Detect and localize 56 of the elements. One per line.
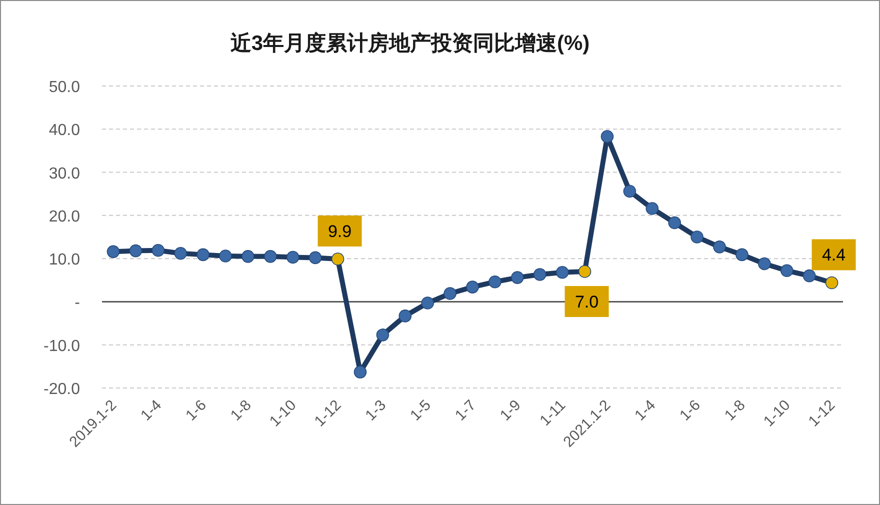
y-tick-label: 50.0 <box>48 79 80 96</box>
point <box>398 310 412 322</box>
point <box>646 202 659 215</box>
point <box>331 252 344 266</box>
point <box>623 184 636 198</box>
point <box>242 250 254 263</box>
point <box>129 244 142 258</box>
point <box>466 280 479 294</box>
point <box>802 269 816 282</box>
point <box>600 130 614 143</box>
x-tick-label: 1-4 <box>632 396 659 424</box>
x-tick-label: 1-3 <box>362 396 390 424</box>
point <box>511 271 524 284</box>
y-tick-label: - <box>74 294 80 312</box>
point <box>780 264 794 278</box>
point <box>421 296 434 310</box>
y-tick-label: 10.0 <box>48 252 80 269</box>
x-tick-label: 1-9 <box>496 396 524 424</box>
point <box>758 257 771 270</box>
chart-title: 近3年月度累计房地产投资同比增速(%) <box>229 31 590 55</box>
point <box>488 275 502 288</box>
point <box>578 265 592 278</box>
y-tick-label: 30.0 <box>48 165 80 182</box>
point <box>219 250 232 262</box>
x-tick-label: 1-7 <box>452 396 480 424</box>
point <box>264 250 277 263</box>
x-tick-label: 1-11 <box>536 396 570 430</box>
point <box>556 266 569 279</box>
data-label: 9.9 <box>328 222 352 242</box>
x-tick-label: 1-6 <box>182 396 210 424</box>
y-tick-label: 20.0 <box>48 208 80 226</box>
point <box>668 216 681 230</box>
point <box>286 250 300 264</box>
point <box>354 366 367 378</box>
point <box>152 244 165 257</box>
point <box>736 248 748 262</box>
point <box>825 276 838 290</box>
point <box>713 240 726 254</box>
point <box>444 287 456 300</box>
point <box>308 251 322 264</box>
x-tick-label: 1-4 <box>138 396 165 424</box>
x-tick-label: 1-8 <box>721 396 749 424</box>
data-label: 4.4 <box>822 246 846 265</box>
point <box>106 245 120 258</box>
point <box>196 248 210 262</box>
x-tick-label: 1-6 <box>676 396 704 424</box>
y-tick-label: -10.0 <box>44 338 80 355</box>
y-tick-label: 40.0 <box>48 122 80 140</box>
x-tick-label: 1-5 <box>407 396 434 424</box>
point <box>533 268 546 281</box>
point <box>174 246 187 260</box>
point <box>690 230 704 244</box>
x-tick-label: 1-8 <box>227 396 255 424</box>
data-label: 7.0 <box>574 292 599 312</box>
point <box>376 328 390 342</box>
y-tick-label: -20.0 <box>44 381 80 398</box>
